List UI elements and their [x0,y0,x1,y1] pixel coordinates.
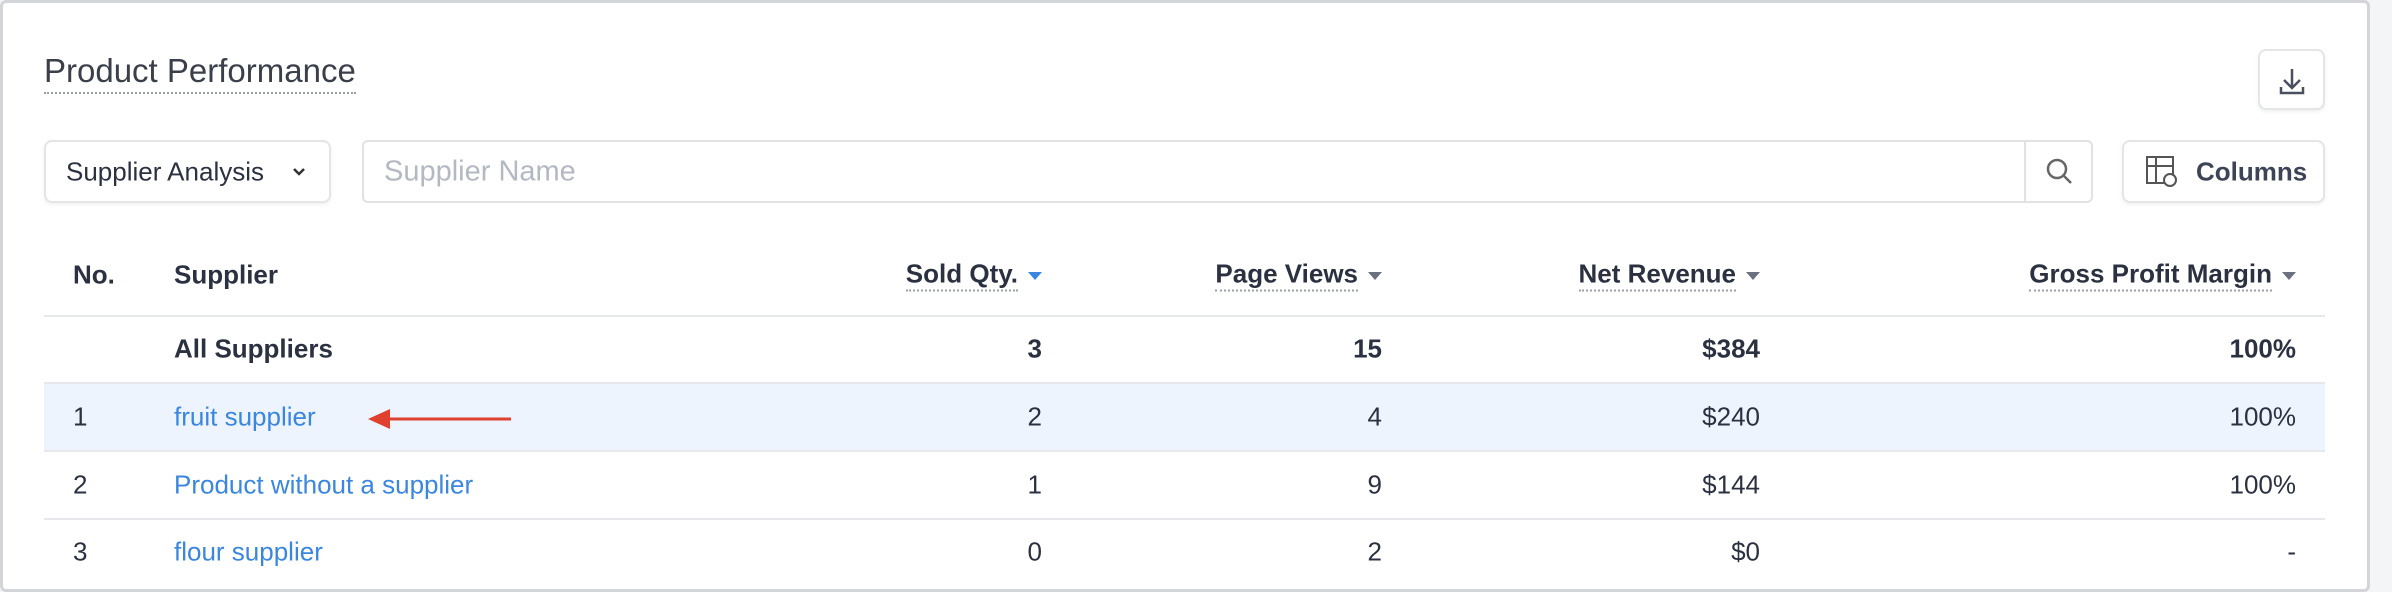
table-cell: 1 [1027,469,1042,499]
total-value: 100% [2229,333,2297,364]
columns-button[interactable]: Columns [2122,140,2325,203]
table-cell: 1 [73,401,88,432]
download-icon [2279,69,2305,95]
chevron [293,168,305,176]
total-value: $384 [1702,333,1760,364]
supplier-link[interactable]: fruit supplier [174,401,316,432]
table-cell: - [2287,536,2296,567]
table-cell: $240 [1702,401,1760,432]
download-button[interactable] [2258,49,2325,110]
column-header[interactable]: Page Views [1215,259,1358,292]
supplier-link[interactable]: Product without a supplier [174,469,474,499]
view-select-label: Supplier Analysis [66,156,264,187]
view-select[interactable]: Supplier Analysis [44,140,331,203]
table-cell: 9 [1367,469,1382,499]
column-header[interactable]: Sold Qty. [905,259,1018,292]
column-header: Supplier [174,259,279,290]
column-header: No. [73,259,115,290]
table-cell: $0 [1731,536,1760,567]
supplier-link[interactable]: flour supplier [174,536,323,567]
sort-arrow[interactable] [1028,272,1042,280]
table-cell: 100% [2229,401,2297,432]
total-label: All Suppliers [174,333,333,364]
sort-arrow[interactable] [2282,272,2296,280]
column-header[interactable]: Gross Profit Margin [2029,259,2272,292]
row-line [44,450,2325,452]
total-value: 3 [1027,333,1042,364]
divider [2024,142,2026,201]
sort-arrow[interactable] [1368,272,1382,280]
column-header[interactable]: Net Revenue [1578,259,1736,292]
table-cell: 2 [1027,401,1042,432]
sort-arrow[interactable] [1746,272,1760,280]
table-cell: $144 [1702,469,1760,499]
title: Product Performance [44,52,356,94]
annotation-arrow [368,409,511,429]
columns-icon [2146,156,2177,187]
row-highlight [44,384,2325,450]
header-line [44,315,2325,317]
table-cell: 4 [1367,401,1382,432]
columns-label: Columns [2196,156,2308,187]
table-cell: 0 [1027,536,1042,567]
table-cell: 3 [73,536,88,567]
search-input[interactable]: Supplier Name [362,140,2093,203]
search-icon[interactable] [2044,156,2076,188]
row-line [44,382,2325,384]
row-line [44,517,2325,520]
total-value: 15 [1353,333,1382,364]
search-placeholder: Supplier Name [384,155,576,188]
table-cell: 2 [73,469,88,499]
table-cell: 2 [1367,536,1382,567]
table-cell: 100% [2229,469,2297,499]
